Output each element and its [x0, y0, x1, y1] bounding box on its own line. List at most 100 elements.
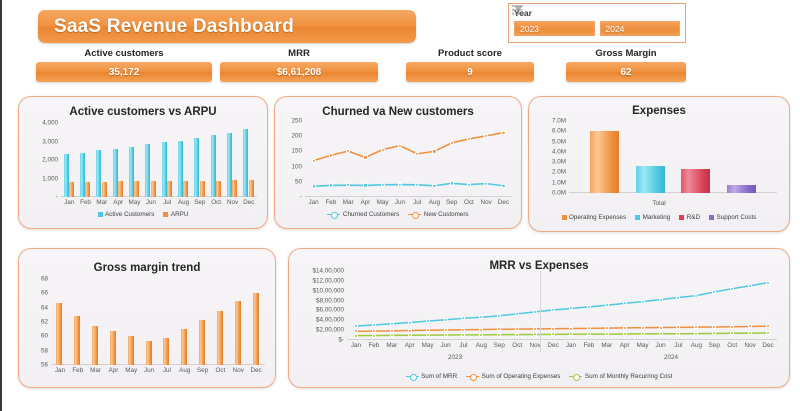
- data-point[interactable]: [676, 325, 681, 330]
- bar[interactable]: [101, 181, 107, 197]
- bar[interactable]: [85, 182, 91, 197]
- data-point[interactable]: [730, 324, 735, 329]
- legend-item[interactable]: ARPU: [163, 211, 188, 218]
- data-point[interactable]: [694, 293, 699, 298]
- data-point[interactable]: [622, 301, 627, 306]
- data-point[interactable]: [497, 327, 502, 332]
- data-point[interactable]: [346, 183, 351, 188]
- bar[interactable]: [227, 132, 232, 197]
- data-point[interactable]: [484, 181, 489, 186]
- bar[interactable]: [92, 325, 99, 365]
- data-point[interactable]: [533, 332, 538, 337]
- data-point[interactable]: [586, 326, 591, 331]
- data-point[interactable]: [353, 329, 358, 334]
- legend-item[interactable]: Active Customers: [97, 211, 154, 218]
- slicer-option-2023[interactable]: 2023: [514, 21, 595, 36]
- bar[interactable]: [183, 180, 189, 197]
- data-point[interactable]: [449, 181, 454, 186]
- data-point[interactable]: [363, 183, 368, 188]
- data-point[interactable]: [622, 325, 627, 330]
- data-point[interactable]: [712, 324, 717, 329]
- data-point[interactable]: [371, 322, 376, 327]
- bar[interactable]: [145, 143, 151, 197]
- slicer-option-2024[interactable]: 2024: [599, 21, 680, 36]
- data-point[interactable]: [622, 331, 627, 336]
- data-point[interactable]: [449, 140, 454, 145]
- bar[interactable]: [243, 129, 249, 197]
- bar[interactable]: [134, 181, 140, 197]
- data-point[interactable]: [466, 182, 471, 187]
- data-point[interactable]: [640, 331, 645, 336]
- data-point[interactable]: [479, 315, 484, 320]
- chart-legend[interactable]: Sum of MRR Sum of Operating Expenses Sum o…: [289, 373, 789, 380]
- data-point[interactable]: [658, 297, 663, 302]
- data-point[interactable]: [328, 153, 333, 158]
- bar[interactable]: [727, 184, 757, 193]
- data-point[interactable]: [461, 332, 466, 337]
- data-point[interactable]: [533, 326, 538, 331]
- data-point[interactable]: [407, 333, 412, 338]
- data-point[interactable]: [658, 325, 663, 330]
- bar[interactable]: [234, 301, 241, 365]
- legend-item[interactable]: Operating Expenses: [561, 214, 626, 221]
- legend-item[interactable]: Sum of Operating Expenses: [466, 373, 560, 380]
- bar[interactable]: [109, 331, 116, 365]
- data-point[interactable]: [397, 182, 402, 187]
- chart-card-gross-margin-trend[interactable]: Gross margin trend 56 58 60 62 64 66 68 Jan Feb M…: [18, 248, 276, 388]
- data-point[interactable]: [443, 317, 448, 322]
- data-point[interactable]: [586, 304, 591, 309]
- data-point[interactable]: [371, 329, 376, 334]
- data-point[interactable]: [515, 311, 520, 316]
- data-point[interactable]: [461, 316, 466, 321]
- data-point[interactable]: [586, 332, 591, 337]
- data-point[interactable]: [432, 183, 437, 188]
- data-point[interactable]: [389, 333, 394, 338]
- data-point[interactable]: [497, 313, 502, 318]
- data-point[interactable]: [484, 133, 489, 138]
- legend-item[interactable]: R&D: [679, 214, 700, 221]
- data-point[interactable]: [415, 151, 420, 156]
- bar[interactable]: [80, 152, 85, 197]
- bar[interactable]: [210, 135, 216, 197]
- bar[interactable]: [150, 180, 156, 197]
- bar[interactable]: [216, 310, 223, 365]
- bar[interactable]: [252, 292, 259, 365]
- data-point[interactable]: [397, 143, 402, 148]
- bar[interactable]: [194, 137, 200, 197]
- data-point[interactable]: [389, 328, 394, 333]
- bar[interactable]: [232, 180, 238, 197]
- bar[interactable]: [56, 303, 63, 365]
- chart-card-mrr-vs-expenses[interactable]: MRR vs Expenses $- $2,00,000 $4,00,000 $6,0…: [288, 248, 790, 388]
- chart-card-churned-vs-new-customers[interactable]: Churned va New customers - 50 100 150 200 250…: [274, 96, 522, 229]
- data-point[interactable]: [604, 332, 609, 337]
- data-point[interactable]: [766, 324, 771, 329]
- data-point[interactable]: [640, 299, 645, 304]
- bar[interactable]: [163, 337, 170, 365]
- data-point[interactable]: [658, 331, 663, 336]
- data-point[interactable]: [415, 182, 420, 187]
- data-point[interactable]: [432, 149, 437, 154]
- bar[interactable]: [167, 180, 172, 197]
- bar[interactable]: [145, 340, 152, 365]
- chart-card-expenses[interactable]: Expenses 0.0M 1.0M 2.0M 3.0M 4.0M 5.0M 6.0M 7.0…: [528, 96, 790, 232]
- data-point[interactable]: [551, 326, 556, 331]
- data-point[interactable]: [568, 306, 573, 311]
- data-point[interactable]: [363, 155, 368, 160]
- data-point[interactable]: [748, 324, 753, 329]
- data-point[interactable]: [748, 283, 753, 288]
- clear-filter-icon[interactable]: [512, 4, 526, 16]
- data-point[interactable]: [712, 331, 717, 336]
- data-point[interactable]: [407, 328, 412, 333]
- bar[interactable]: [181, 329, 188, 365]
- data-point[interactable]: [311, 184, 316, 189]
- data-point[interactable]: [748, 331, 753, 336]
- data-point[interactable]: [730, 331, 735, 336]
- data-point[interactable]: [676, 331, 681, 336]
- data-point[interactable]: [515, 332, 520, 337]
- data-point[interactable]: [353, 333, 358, 338]
- bar[interactable]: [63, 154, 69, 197]
- data-point[interactable]: [425, 319, 430, 324]
- data-point[interactable]: [501, 183, 506, 188]
- legend-item[interactable]: Marketing: [635, 214, 670, 221]
- bar[interactable]: [129, 146, 134, 197]
